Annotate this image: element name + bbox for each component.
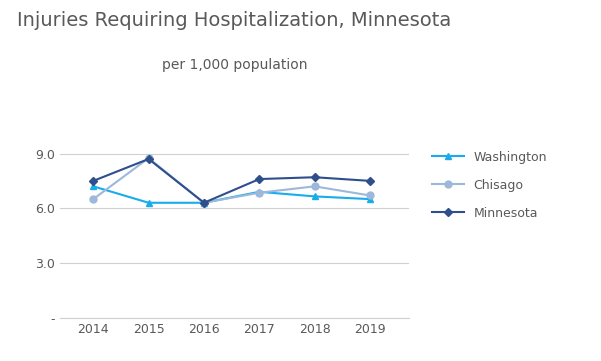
Line: Chisago: Chisago	[90, 155, 373, 206]
Chisago	[311, 184, 318, 188]
Minnesota	[200, 201, 207, 205]
Washington	[255, 190, 263, 194]
Washington	[200, 201, 207, 205]
Washington	[90, 184, 97, 188]
Washington	[311, 194, 318, 199]
Minnesota	[311, 175, 318, 179]
Minnesota	[90, 179, 97, 183]
Minnesota	[367, 179, 374, 183]
Chisago	[255, 191, 263, 195]
Washington	[145, 201, 152, 205]
Chisago	[200, 201, 207, 205]
Washington	[367, 197, 374, 201]
Legend: Washington, Chisago, Minnesota: Washington, Chisago, Minnesota	[432, 151, 547, 219]
Line: Washington: Washington	[90, 183, 373, 206]
Chisago	[90, 197, 97, 201]
Text: per 1,000 population: per 1,000 population	[162, 58, 307, 72]
Chisago	[145, 156, 152, 160]
Minnesota	[145, 157, 152, 161]
Minnesota	[255, 177, 263, 181]
Chisago	[367, 193, 374, 197]
Text: Injuries Requiring Hospitalization, Minnesota: Injuries Requiring Hospitalization, Minn…	[17, 11, 451, 30]
Line: Minnesota: Minnesota	[91, 156, 373, 205]
